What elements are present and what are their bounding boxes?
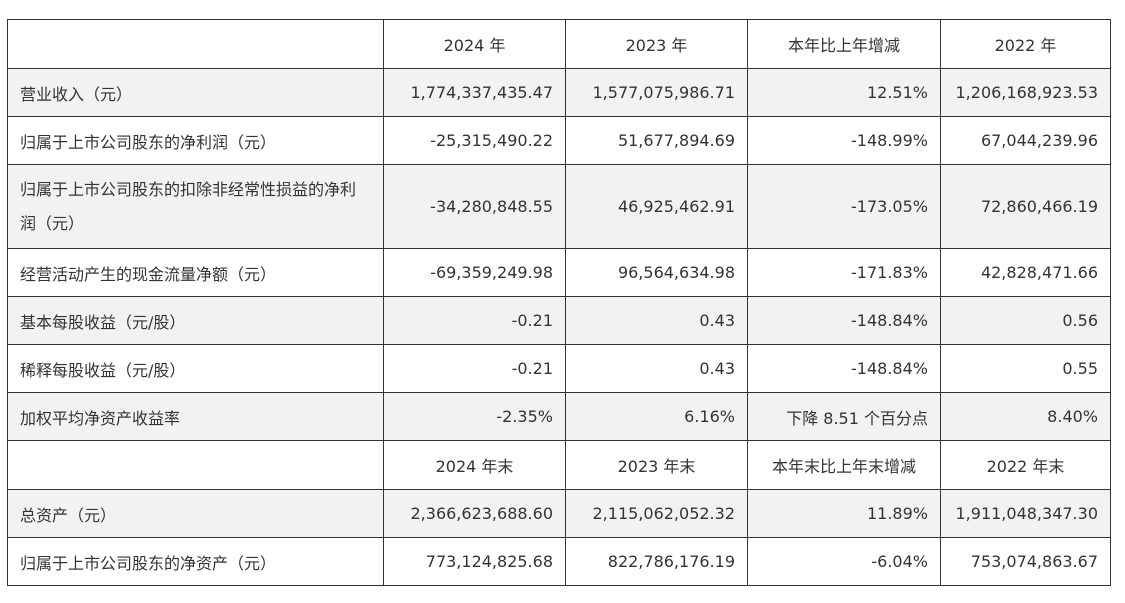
financial-data-table: 2024 年 2023 年 本年比上年增减 2022 年 营业收入（元） 1,7…: [7, 19, 1111, 586]
header-cell-change: 本年比上年增减: [747, 19, 941, 69]
cell-2024: -0.21: [383, 296, 566, 345]
cell-2024: -69,359,249.98: [383, 248, 566, 297]
cell-change: -173.05%: [747, 164, 941, 249]
cell-2024: -0.21: [383, 344, 566, 393]
cell-2023: 2,115,062,052.32: [565, 489, 748, 538]
table-row-total-assets: 总资产（元） 2,366,623,688.60 2,115,062,052.32…: [7, 489, 1111, 538]
cell-change: -6.04%: [747, 537, 941, 586]
cell-2024: 2,366,623,688.60: [383, 489, 566, 538]
table-row-net-assets: 归属于上市公司股东的净资产（元） 773,124,825.68 822,786,…: [7, 537, 1111, 586]
cell-change: 下降 8.51 个百分点: [747, 392, 941, 441]
cell-2023: 1,577,075,986.71: [565, 68, 748, 117]
cell-2023: 822,786,176.19: [565, 537, 748, 586]
table-row-diluted-eps: 稀释每股收益（元/股） -0.21 0.43 -148.84% 0.55: [7, 344, 1111, 393]
row-label: 稀释每股收益（元/股）: [7, 344, 384, 393]
cell-2022: 8.40%: [940, 392, 1111, 441]
cell-2024: 773,124,825.68: [383, 537, 566, 586]
cell-2023: 0.43: [565, 296, 748, 345]
cell-2022: 42,828,471.66: [940, 248, 1111, 297]
header-cell-change-end: 本年末比上年末增减: [747, 440, 941, 490]
header-cell-blank: [7, 440, 384, 490]
cell-2024: -25,315,490.22: [383, 116, 566, 165]
table-row-operating-cash-flow: 经营活动产生的现金流量净额（元） -69,359,249.98 96,564,6…: [7, 248, 1111, 297]
cell-2022: 0.56: [940, 296, 1111, 345]
cell-change: -148.99%: [747, 116, 941, 165]
cell-2023: 0.43: [565, 344, 748, 393]
row-label: 归属于上市公司股东的净利润（元）: [7, 116, 384, 165]
cell-2022: 1,911,048,347.30: [940, 489, 1111, 538]
table-row-revenue: 营业收入（元） 1,774,337,435.47 1,577,075,986.7…: [7, 68, 1111, 117]
header-cell-2024: 2024 年: [383, 19, 566, 69]
header-cell-2024-end: 2024 年末: [383, 440, 566, 490]
cell-2023: 6.16%: [565, 392, 748, 441]
table-row-deducted-net-profit: 归属于上市公司股东的扣除非经常性损益的净利润（元） -34,280,848.55…: [7, 164, 1111, 249]
row-label: 营业收入（元）: [7, 68, 384, 117]
table-row-roe: 加权平均净资产收益率 -2.35% 6.16% 下降 8.51 个百分点 8.4…: [7, 392, 1111, 441]
header-row-annual: 2024 年 2023 年 本年比上年增减 2022 年: [7, 19, 1111, 69]
cell-2022: 72,860,466.19: [940, 164, 1111, 249]
header-cell-2023: 2023 年: [565, 19, 748, 69]
header-cell-2022: 2022 年: [940, 19, 1111, 69]
table-row-net-profit: 归属于上市公司股东的净利润（元） -25,315,490.22 51,677,8…: [7, 116, 1111, 165]
header-cell-blank: [7, 19, 384, 69]
cell-change: -148.84%: [747, 344, 941, 393]
cell-2023: 46,925,462.91: [565, 164, 748, 249]
cell-2024: -34,280,848.55: [383, 164, 566, 249]
row-label: 总资产（元）: [7, 489, 384, 538]
cell-2022: 1,206,168,923.53: [940, 68, 1111, 117]
cell-2023: 96,564,634.98: [565, 248, 748, 297]
header-cell-2023-end: 2023 年末: [565, 440, 748, 490]
cell-2023: 51,677,894.69: [565, 116, 748, 165]
cell-2024: 1,774,337,435.47: [383, 68, 566, 117]
row-label: 归属于上市公司股东的净资产（元）: [7, 537, 384, 586]
table-row-basic-eps: 基本每股收益（元/股） -0.21 0.43 -148.84% 0.56: [7, 296, 1111, 345]
cell-2022: 0.55: [940, 344, 1111, 393]
row-label: 加权平均净资产收益率: [7, 392, 384, 441]
cell-change: 12.51%: [747, 68, 941, 117]
row-label: 归属于上市公司股东的扣除非经常性损益的净利润（元）: [7, 164, 384, 249]
row-label: 基本每股收益（元/股）: [7, 296, 384, 345]
row-label: 经营活动产生的现金流量净额（元）: [7, 248, 384, 297]
cell-2022: 67,044,239.96: [940, 116, 1111, 165]
cell-2024: -2.35%: [383, 392, 566, 441]
cell-change: 11.89%: [747, 489, 941, 538]
cell-change: -148.84%: [747, 296, 941, 345]
cell-2022: 753,074,863.67: [940, 537, 1111, 586]
cell-change: -171.83%: [747, 248, 941, 297]
header-row-year-end: 2024 年末 2023 年末 本年末比上年末增减 2022 年末: [7, 440, 1111, 490]
header-cell-2022-end: 2022 年末: [940, 440, 1111, 490]
